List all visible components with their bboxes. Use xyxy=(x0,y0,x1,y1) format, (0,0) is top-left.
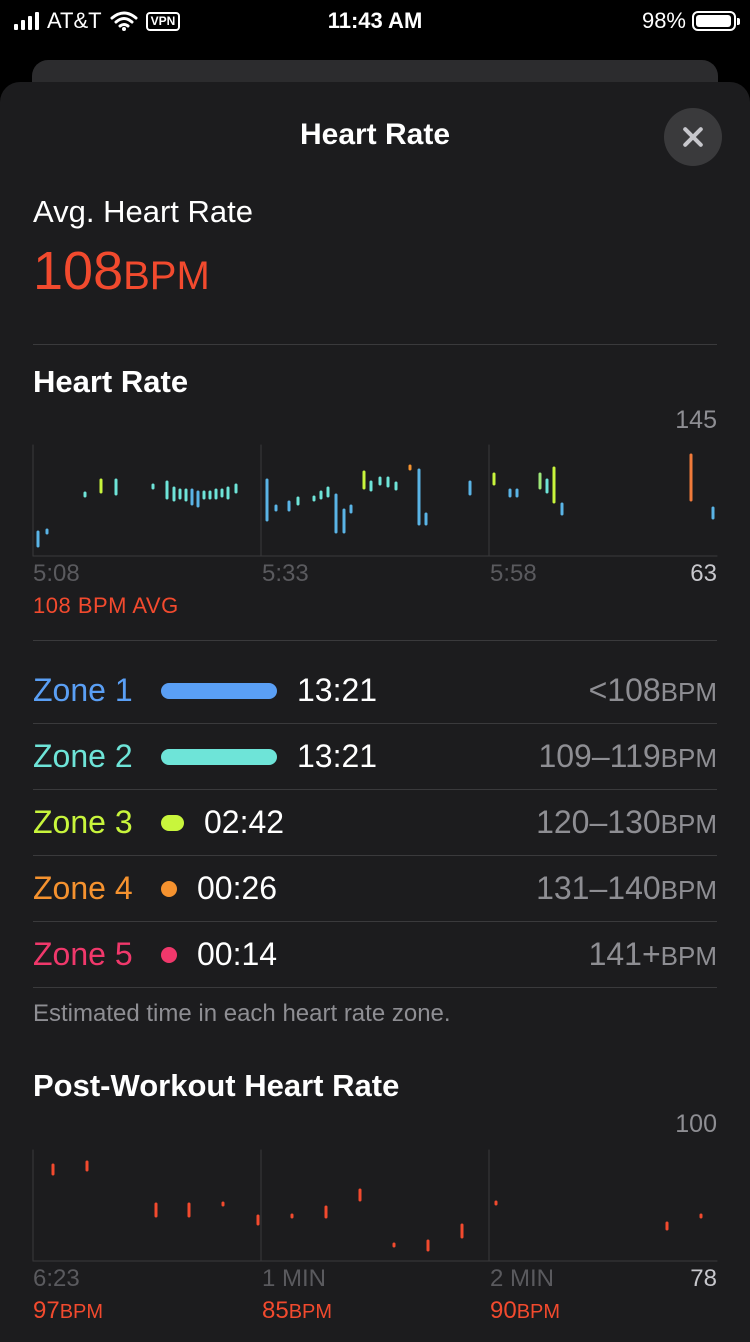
divider xyxy=(33,344,717,345)
status-bar: AT&T VPN 11:43 AM 98% xyxy=(0,0,750,42)
hr-axis-min: 63 xyxy=(690,560,717,587)
zone-name: Zone 3 xyxy=(33,804,133,840)
zone-time: 00:14 xyxy=(197,936,278,972)
avg-heart-rate-label: Avg. Heart Rate xyxy=(33,194,253,229)
divider xyxy=(33,640,717,641)
sheet-title: Heart Rate xyxy=(299,118,451,151)
hr-xtick-3: 5:58 xyxy=(490,560,537,587)
zone-note: Estimated time in each heart rate zone. xyxy=(33,1000,451,1027)
zone-time: 00:26 xyxy=(197,870,278,906)
zone-time: 13:21 xyxy=(297,672,378,708)
zone-duration-bar xyxy=(161,815,184,831)
zone-duration-bar xyxy=(161,947,177,963)
zone-range: 131–140BPM xyxy=(536,870,717,906)
divider xyxy=(33,789,717,790)
zone-range: 120–130BPM xyxy=(536,804,717,840)
post-value-2: 85BPM xyxy=(262,1297,333,1324)
heart-rate-sheet xyxy=(0,82,750,1342)
status-time: 11:43 AM xyxy=(327,8,423,33)
carrier-label: AT&T xyxy=(47,8,102,33)
zone-row: Zone 3 02:42 120–130BPM xyxy=(33,790,717,856)
avg-heart-rate-value: 108BPM xyxy=(33,241,210,301)
post-xtick-2: 1 MIN xyxy=(262,1265,327,1292)
zone-row: Zone 4 00:26 131–140BPM xyxy=(33,856,717,922)
cellular-signal-icon xyxy=(14,12,39,30)
divider xyxy=(33,723,717,724)
divider xyxy=(33,855,717,856)
zone-name: Zone 1 xyxy=(33,672,133,708)
vpn-badge: VPN xyxy=(145,11,181,31)
post-xtick-3: 2 MIN xyxy=(490,1265,555,1292)
hr-axis-max: 145 xyxy=(675,406,717,434)
hr-avg-label: 108 BPM AVG xyxy=(33,593,179,618)
zone-row: Zone 1 13:21 <108BPM xyxy=(33,658,717,724)
divider xyxy=(33,987,717,988)
zone-name: Zone 4 xyxy=(33,870,133,906)
zone-range: 109–119BPM xyxy=(538,738,717,774)
zone-row: Zone 2 13:21 109–119BPM xyxy=(33,724,717,790)
divider xyxy=(33,921,717,922)
heart-rate-chart-title: Heart Rate xyxy=(33,364,189,399)
avg-unit: BPM xyxy=(123,254,210,298)
zone-name: Zone 2 xyxy=(33,738,133,774)
zone-duration-bar xyxy=(161,881,177,897)
zone-duration-bar xyxy=(161,749,277,765)
zone-time: 13:21 xyxy=(297,738,378,774)
post-xtick-1: 6:23 xyxy=(33,1265,80,1292)
post-workout-chart-title: Post-Workout Heart Rate xyxy=(33,1068,400,1103)
close-button[interactable] xyxy=(664,108,722,166)
battery-percent: 98% xyxy=(641,8,686,33)
post-value-3: 90BPM xyxy=(490,1297,561,1324)
post-value-1: 97BPM xyxy=(33,1297,104,1324)
post-workout-chart xyxy=(32,1149,718,1262)
zone-time: 02:42 xyxy=(204,804,285,840)
hr-xtick-1: 5:08 xyxy=(33,560,80,587)
zone-name: Zone 5 xyxy=(33,936,133,972)
heart-rate-chart xyxy=(32,444,718,557)
wifi-icon xyxy=(110,11,138,31)
hr-xtick-2: 5:33 xyxy=(262,560,309,587)
post-axis-min: 78 xyxy=(690,1265,717,1292)
zone-range: <108BPM xyxy=(588,672,717,708)
zone-range: 141+BPM xyxy=(588,936,717,972)
zone-row: Zone 5 00:14 141+BPM xyxy=(33,922,717,988)
post-axis-max: 100 xyxy=(675,1110,717,1138)
zone-duration-bar xyxy=(161,683,277,699)
battery-icon xyxy=(692,11,740,31)
